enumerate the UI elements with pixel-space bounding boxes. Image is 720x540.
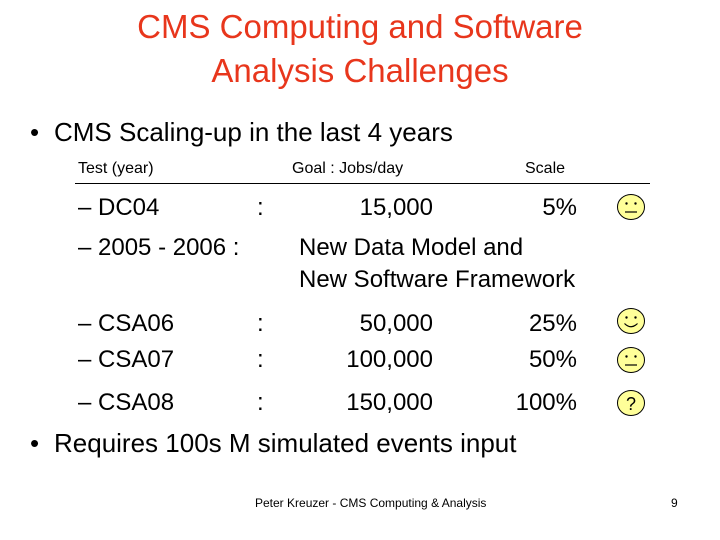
neutral-smiley-icon <box>617 347 645 373</box>
row-scale: 100% <box>515 389 577 416</box>
bullet-scaling-text: CMS Scaling-up in the last 4 years <box>54 117 453 147</box>
row-test: – 2005 - 2006 : <box>78 234 240 261</box>
row-scale: 50% <box>528 346 577 373</box>
header-goal: Goal : Jobs/day <box>292 160 404 177</box>
row-goal-line-2: New Software Framework <box>299 266 576 293</box>
row-separator: : <box>257 310 264 337</box>
row-separator: : <box>257 389 264 416</box>
row-test: – CSA07 <box>78 346 175 373</box>
question-icon: ? <box>617 390 645 416</box>
bullet-dot: • <box>30 117 40 147</box>
bullet-scaling: • CMS Scaling-up in the last 4 years <box>30 117 453 148</box>
page-number: 9 <box>671 496 678 510</box>
title-line-1: CMS Computing and Software <box>137 8 583 45</box>
row-test: – CSA06 <box>78 310 175 337</box>
slide-title: CMS Computing and Software Analysis Chal… <box>0 5 720 93</box>
row-goal-line-1: New Data Model and <box>299 234 524 261</box>
row-separator: : <box>257 346 264 373</box>
neutral-smiley-icon <box>617 194 645 220</box>
header-test: Test (year) <box>78 160 154 177</box>
row-goal: 150,000 <box>346 389 433 416</box>
bullet-dot: • <box>30 428 40 458</box>
row-scale: 25% <box>528 310 577 337</box>
bullet-simulated-text: Requires 100s M simulated events input <box>54 428 517 458</box>
row-goal: 15,000 <box>359 194 433 221</box>
row-goal: 50,000 <box>359 310 433 337</box>
header-divider <box>75 183 650 184</box>
bullet-simulated: • Requires 100s M simulated events input <box>30 428 516 459</box>
row-separator: : <box>257 194 264 221</box>
row-scale: 5% <box>542 194 577 221</box>
row-test: – CSA08 <box>78 389 175 416</box>
row-test: – DC04 <box>78 194 160 221</box>
footer-author: Peter Kreuzer - CMS Computing & Analysis <box>255 496 487 510</box>
title-line-2: Analysis Challenges <box>211 52 509 89</box>
header-scale: Scale <box>525 160 566 177</box>
row-goal: 100,000 <box>346 346 433 373</box>
happy-smiley-icon <box>617 308 645 334</box>
question-mark: ? <box>626 394 636 414</box>
